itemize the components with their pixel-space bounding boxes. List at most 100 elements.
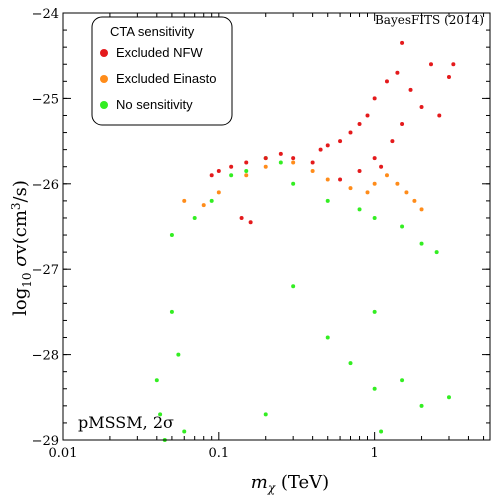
point-no-sensitivity (325, 198, 330, 203)
point-excluded-nfw (400, 40, 405, 45)
point-excluded-nfw (216, 168, 221, 173)
point-excluded-einasto (372, 181, 377, 186)
point-excluded-nfw (437, 113, 442, 118)
point-excluded-nfw (318, 147, 323, 152)
point-excluded-nfw (338, 139, 343, 144)
point-excluded-nfw (348, 130, 353, 135)
x-tick-label: 0.1 (208, 446, 229, 461)
point-excluded-nfw (395, 70, 400, 75)
point-excluded-nfw (244, 160, 249, 165)
x-tick-label: 1 (370, 446, 378, 461)
point-excluded-einasto (291, 160, 296, 165)
point-excluded-nfw (229, 164, 234, 169)
point-no-sensitivity (419, 241, 424, 246)
point-excluded-nfw (390, 139, 395, 144)
point-excluded-einasto (384, 173, 389, 178)
y-tick-label: −28 (32, 349, 59, 364)
point-no-sensitivity (446, 395, 451, 400)
legend-label-excluded-einasto: Excluded Einasto (116, 71, 216, 86)
point-excluded-nfw (338, 177, 343, 182)
legend-box (91, 16, 233, 126)
point-excluded-einasto (263, 164, 268, 169)
y-tick-label: −24 (32, 7, 59, 22)
point-excluded-nfw (209, 173, 214, 178)
corner-annotation: pMSSM, 2σ (78, 413, 174, 432)
point-excluded-nfw (291, 156, 296, 161)
legend-title: CTA sensitivity (110, 24, 195, 39)
y-tick-label: −26 (32, 178, 59, 193)
point-excluded-einasto (365, 190, 370, 195)
point-no-sensitivity (154, 378, 159, 383)
point-excluded-einasto (216, 190, 221, 195)
legend-marker-no-sensitivity (100, 101, 108, 109)
x-axis-title: mχ (TeV) (251, 472, 329, 495)
point-no-sensitivity (263, 412, 268, 417)
point-no-sensitivity (229, 173, 234, 178)
point-no-sensitivity (209, 198, 214, 203)
point-excluded-nfw (278, 151, 283, 156)
point-no-sensitivity (434, 250, 439, 255)
point-excluded-einasto (244, 173, 249, 178)
plot-frame (62, 12, 491, 441)
point-no-sensitivity (379, 429, 384, 434)
point-excluded-nfw (310, 160, 315, 165)
point-excluded-einasto (310, 168, 315, 173)
point-excluded-nfw (263, 156, 268, 161)
point-excluded-nfw (419, 104, 424, 109)
point-excluded-einasto (412, 198, 417, 203)
point-excluded-nfw (379, 164, 384, 169)
point-no-sensitivity (192, 215, 197, 220)
point-excluded-nfw (357, 122, 362, 127)
point-no-sensitivity (169, 309, 174, 314)
point-no-sensitivity (291, 181, 296, 186)
x-tick-label: 0.01 (49, 446, 78, 461)
legend-label-excluded-nfw: Excluded NFW (116, 45, 203, 60)
point-no-sensitivity (291, 284, 296, 289)
point-excluded-nfw (408, 87, 413, 92)
point-excluded-einasto (419, 207, 424, 212)
point-no-sensitivity (400, 378, 405, 383)
point-no-sensitivity (400, 224, 405, 229)
point-no-sensitivity (158, 412, 163, 417)
point-no-sensitivity (348, 361, 353, 366)
point-excluded-nfw (372, 96, 377, 101)
point-excluded-einasto (182, 198, 187, 203)
legend: CTA sensitivity Excluded NFW Excluded Ei… (91, 16, 233, 126)
y-tick-label: −29 (32, 434, 59, 449)
legend-marker-excluded-nfw (100, 49, 108, 57)
point-no-sensitivity (169, 233, 174, 238)
point-excluded-einasto (404, 190, 409, 195)
point-excluded-nfw (248, 220, 253, 225)
point-excluded-nfw (429, 62, 434, 67)
point-excluded-nfw (372, 156, 377, 161)
point-excluded-einasto (201, 203, 206, 208)
point-no-sensitivity (372, 309, 377, 314)
point-excluded-nfw (446, 75, 451, 80)
point-excluded-nfw (451, 62, 456, 67)
point-no-sensitivity (278, 160, 283, 165)
legend-marker-excluded-einasto (100, 75, 108, 83)
credit-label: BayesFITS (2014) (375, 13, 484, 27)
y-tick-label: −27 (32, 263, 59, 278)
point-no-sensitivity (325, 335, 330, 340)
point-no-sensitivity (372, 386, 377, 391)
point-no-sensitivity (419, 403, 424, 408)
point-excluded-nfw (400, 122, 405, 127)
point-excluded-nfw (239, 215, 244, 220)
point-excluded-nfw (365, 113, 370, 118)
ticks-layer: 0.01 0.1 1 −29 −28 −27 −26 −25 −24 (32, 7, 490, 461)
point-no-sensitivity (244, 168, 249, 173)
point-no-sensitivity (176, 352, 181, 357)
point-excluded-einasto (325, 177, 330, 182)
point-no-sensitivity (182, 429, 187, 434)
y-tick-label: −25 (32, 92, 59, 107)
point-excluded-nfw (325, 143, 330, 148)
point-excluded-nfw (384, 79, 389, 84)
point-excluded-nfw (357, 168, 362, 173)
point-excluded-einasto (348, 186, 353, 191)
point-no-sensitivity (357, 207, 362, 212)
points-layer (154, 40, 456, 442)
y-axis-title: log10 σv(cm3/s) (9, 180, 34, 316)
legend-label-no-sensitivity: No sensitivity (116, 97, 193, 112)
